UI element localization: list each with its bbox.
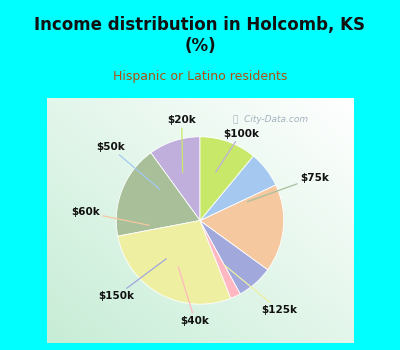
Wedge shape (151, 137, 200, 220)
Wedge shape (118, 220, 231, 304)
Text: $100k: $100k (216, 129, 259, 172)
Wedge shape (116, 153, 200, 236)
Text: ⓘ  City-Data.com: ⓘ City-Data.com (233, 115, 308, 124)
Text: $60k: $60k (71, 207, 149, 225)
Text: $50k: $50k (96, 142, 160, 189)
Wedge shape (200, 137, 253, 220)
Text: Hispanic or Latino residents: Hispanic or Latino residents (113, 70, 287, 83)
Text: $125k: $125k (224, 265, 298, 315)
Wedge shape (200, 220, 268, 294)
Text: $20k: $20k (167, 116, 196, 173)
Text: $75k: $75k (248, 173, 329, 202)
Text: $40k: $40k (178, 267, 209, 326)
Text: $150k: $150k (98, 259, 166, 301)
Wedge shape (200, 156, 276, 220)
Wedge shape (200, 220, 240, 298)
Text: Income distribution in Holcomb, KS
(%): Income distribution in Holcomb, KS (%) (34, 16, 366, 55)
Wedge shape (200, 185, 284, 270)
